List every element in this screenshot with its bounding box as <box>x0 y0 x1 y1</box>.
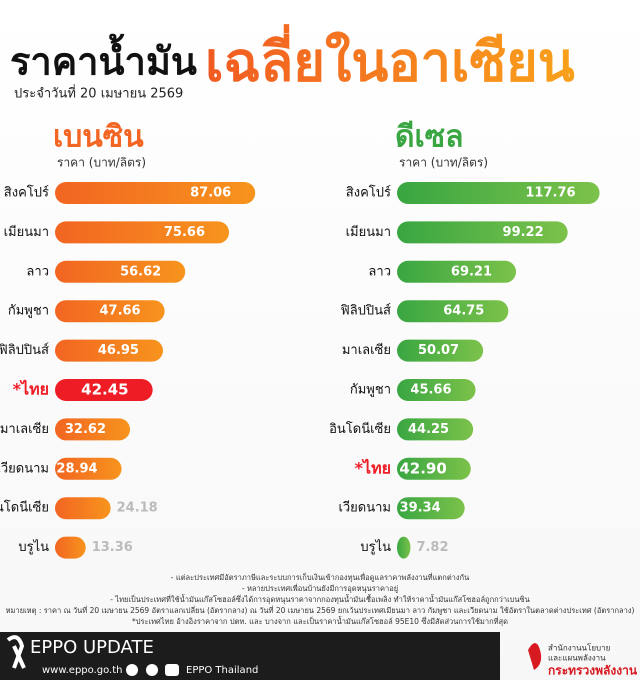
category-label: สิงคโปร์ <box>4 185 49 201</box>
bar <box>55 457 122 480</box>
footer-website: www.eppo.go.th <box>42 665 123 676</box>
category-label: อินโดนีเซีย <box>0 500 49 516</box>
note: - ไทยเป็นประเทศที่ใช้น้ำมันแก๊สโซฮอล์ซึ่… <box>110 594 530 604</box>
value-label: 56.62 <box>120 264 161 279</box>
value-label: 7.82 <box>416 540 448 555</box>
category-label: ฟิลิปปินส์ <box>0 342 49 358</box>
bar <box>55 300 165 323</box>
bar <box>397 457 471 480</box>
note: *ประเทศไทย อ้างอิงราคาจาก ปตท. และ บางจา… <box>132 616 508 626</box>
category-label: เวียดนาม <box>338 500 391 516</box>
value-label: 99.22 <box>503 225 544 240</box>
bar <box>397 418 474 441</box>
org-line2: และแผนพลังงาน <box>548 654 606 663</box>
value-label: 64.75 <box>443 304 484 319</box>
chart-subtitle: ราคา (บาท/ลิตร) <box>57 156 146 170</box>
value-label: 75.66 <box>164 225 205 240</box>
value-label: 117.76 <box>525 186 575 201</box>
bar <box>397 221 568 244</box>
category-label: บรูไน <box>18 539 49 555</box>
title-highlight: เฉลี่ยในอาเซียน <box>205 24 575 94</box>
ministry: กระทรวงพลังงาน <box>548 664 638 678</box>
bar <box>55 260 186 283</box>
footer-brand: EPPO UPDATE <box>30 637 154 658</box>
bar <box>55 339 163 362</box>
category-label: สิงคโปร์ <box>346 185 391 201</box>
value-label: 46.95 <box>98 343 139 358</box>
bar <box>55 497 111 520</box>
chart-title: เบนซิน <box>53 120 144 155</box>
note: - หลายประเทศเพื่อนบ้านยังมีการอุดหนุนราค… <box>242 583 398 593</box>
category-label: มาเลเซีย <box>342 342 391 358</box>
title: ราคาน้ำมัน <box>10 34 197 84</box>
value-label: 87.06 <box>190 186 231 201</box>
bar <box>397 260 517 283</box>
value-label: 69.21 <box>451 264 492 279</box>
bar <box>397 536 411 559</box>
bar <box>55 182 256 204</box>
category-label: ฟิลิปปินส์ <box>340 303 391 319</box>
bar <box>397 339 484 362</box>
note: - แต่ละประเทศมีอัตราภาษีและระบบการเก็บเง… <box>171 572 469 582</box>
value-label: 45.66 <box>410 383 451 398</box>
bar <box>55 221 230 244</box>
category-label: เมียนมา <box>346 224 391 240</box>
ribbon-icon <box>6 635 26 669</box>
bar <box>55 418 131 441</box>
bar <box>55 379 153 401</box>
value-label: 44.25 <box>408 422 449 437</box>
value-label: 24.18 <box>117 501 158 516</box>
notes: - แต่ละประเทศมีอัตราภาษีและระบบการเก็บเง… <box>6 572 635 626</box>
category-label: มาเลเซีย <box>0 421 49 437</box>
value-label: 42.90 <box>399 459 446 477</box>
category-label: กัมพูชา <box>8 304 49 319</box>
ministry-logo <box>528 643 542 670</box>
footer-social: EPPO Thailand <box>186 665 258 676</box>
footer-band <box>0 632 500 680</box>
value-label: 47.66 <box>99 304 140 319</box>
chart-title: ดีเซล <box>395 120 463 155</box>
category-label: กัมพูชา <box>350 383 391 398</box>
category-label: *ไทย <box>355 458 391 477</box>
value-label: 42.45 <box>81 381 128 399</box>
category-label: เวียดนาม <box>0 460 49 476</box>
note: หมายเหตุ : ราคา ณ วันที่ 20 เมษายน 2569 … <box>6 605 635 615</box>
bar <box>397 497 465 520</box>
bar <box>397 300 509 323</box>
value-label: 32.62 <box>65 422 106 437</box>
bar <box>397 182 600 204</box>
bar <box>55 536 86 559</box>
category-label: เมียนมา <box>4 224 49 240</box>
value-label: 39.34 <box>400 501 441 516</box>
twitter-icon <box>146 664 158 676</box>
value-label: 50.07 <box>418 343 459 358</box>
youtube-icon <box>165 664 179 676</box>
value-label: 13.36 <box>92 540 133 555</box>
org-line1: สำนักงานนโยบาย <box>548 643 610 653</box>
category-label: บรูไน <box>360 539 391 555</box>
category-label: ลาว <box>26 264 49 279</box>
facebook-icon <box>126 664 138 676</box>
category-label: ลาว <box>368 264 391 279</box>
value-label: 28.94 <box>56 461 97 476</box>
subtitle: ประจำวันที่ 20 เมษายน 2569 <box>14 85 183 102</box>
category-label: *ไทย <box>13 380 49 399</box>
bar <box>397 379 476 401</box>
chart-subtitle: ราคา (บาท/ลิตร) <box>399 156 488 170</box>
category-label: อินโดนีเซีย <box>329 421 391 437</box>
